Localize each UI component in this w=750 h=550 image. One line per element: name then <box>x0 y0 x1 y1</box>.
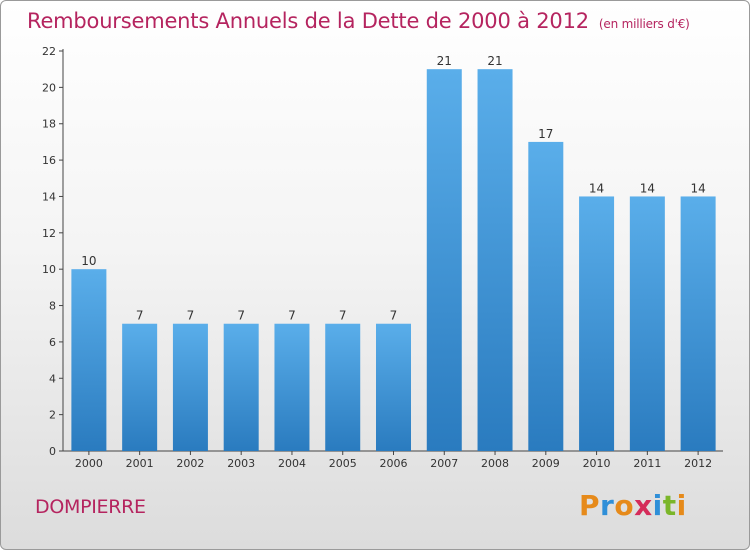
chart-title-text: Remboursements Annuels de la Dette de 20… <box>27 9 589 33</box>
bar-2008 <box>477 69 513 451</box>
x-tick-label: 2004 <box>278 457 306 470</box>
logo-letter: o <box>614 489 635 522</box>
logo-letter: x <box>634 489 653 522</box>
bar-value-label: 7 <box>390 309 398 323</box>
bar-value-label: 14 <box>690 181 705 195</box>
logo-letter: i <box>676 489 687 522</box>
bar-2001 <box>122 323 158 451</box>
bar-value-label: 14 <box>640 181 655 195</box>
x-tick-label: 2002 <box>176 457 204 470</box>
bar-2003 <box>223 323 259 451</box>
chart-title: Remboursements Annuels de la Dette de 20… <box>27 9 690 33</box>
bar-value-label: 7 <box>237 309 245 323</box>
proxiti-logo: Proxiti <box>579 489 687 522</box>
bar-2009 <box>528 141 564 451</box>
y-tick-label: 8 <box>49 300 56 313</box>
x-tick-label: 2003 <box>227 457 255 470</box>
bar-value-label: 7 <box>339 309 347 323</box>
bar-2000 <box>71 269 107 451</box>
x-tick-label: 2006 <box>380 457 408 470</box>
bar-value-label: 10 <box>81 254 96 268</box>
bar-2005 <box>325 323 361 451</box>
bar-value-label: 7 <box>288 309 296 323</box>
y-tick-label: 22 <box>42 45 56 58</box>
x-tick-label: 2007 <box>430 457 458 470</box>
y-tick-label: 18 <box>42 118 56 131</box>
bar-2002 <box>172 323 208 451</box>
bar-2011 <box>629 196 665 451</box>
logo-letter: i <box>652 489 663 522</box>
x-tick-label: 2000 <box>75 457 103 470</box>
y-tick-label: 16 <box>42 154 56 167</box>
bar-2004 <box>274 323 310 451</box>
bar-2007 <box>426 69 462 451</box>
bar-2012 <box>680 196 716 451</box>
bar-value-label: 7 <box>136 309 144 323</box>
bar-value-label: 14 <box>589 181 604 195</box>
y-tick-label: 4 <box>49 372 56 385</box>
logo-letter: r <box>600 489 615 522</box>
y-tick-label: 6 <box>49 336 56 349</box>
y-tick-label: 14 <box>42 190 56 203</box>
bar-value-label: 21 <box>437 54 452 68</box>
bar-value-label: 21 <box>487 54 502 68</box>
y-tick-label: 2 <box>49 409 56 422</box>
y-tick-label: 0 <box>49 445 56 458</box>
bar-2010 <box>579 196 615 451</box>
commune-name: DOMPIERRE <box>35 496 146 518</box>
y-tick-label: 20 <box>42 81 56 94</box>
x-tick-label: 2012 <box>684 457 712 470</box>
x-tick-label: 2010 <box>583 457 611 470</box>
bar-value-label: 7 <box>187 309 195 323</box>
y-tick-label: 12 <box>42 227 56 240</box>
x-tick-label: 2009 <box>532 457 560 470</box>
x-tick-label: 2011 <box>633 457 661 470</box>
bar-2006 <box>376 323 411 451</box>
x-tick-label: 2008 <box>481 457 509 470</box>
x-tick-label: 2001 <box>126 457 154 470</box>
chart-title-unit: (en milliers d'€) <box>598 17 690 31</box>
y-tick-label: 10 <box>42 263 56 276</box>
bar-value-label: 17 <box>538 127 553 141</box>
x-tick-label: 2005 <box>329 457 357 470</box>
logo-letter: P <box>579 489 601 522</box>
logo-letter: t <box>662 489 677 522</box>
